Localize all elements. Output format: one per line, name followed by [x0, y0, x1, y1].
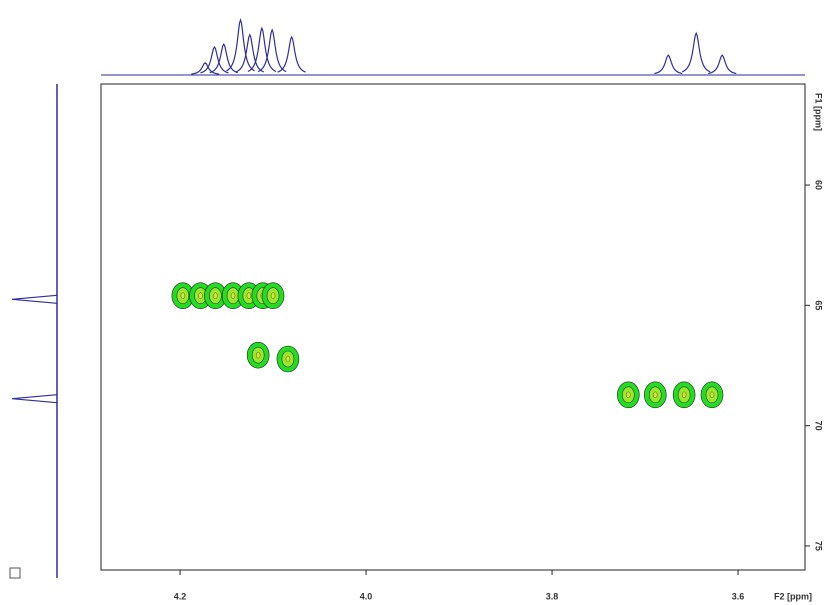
- plot-frame: [100, 83, 806, 571]
- x-tick-label: 4.0: [360, 591, 373, 601]
- projection-peak: [11, 294, 58, 304]
- cross-peak: [672, 381, 696, 409]
- y-tick-label: 70: [814, 421, 824, 431]
- projection-peak: [209, 42, 238, 74]
- x-axis-label: F2 [ppm]: [774, 591, 812, 601]
- projection-peak: [226, 17, 255, 72]
- cross-peak: [617, 381, 640, 409]
- cross-peak: [204, 282, 227, 310]
- projection-peak: [11, 394, 58, 404]
- projection-peak: [654, 54, 683, 75]
- y-axis-label: F1 [ppm]: [814, 93, 824, 131]
- projection-peak: [191, 62, 220, 75]
- cross-peak: [700, 381, 724, 409]
- projection-peak: [235, 33, 265, 73]
- cross-peak: [221, 282, 245, 310]
- contour: [709, 391, 715, 399]
- cross-peak: [171, 282, 195, 310]
- projection-peak: [200, 45, 229, 74]
- projection-peak: [257, 28, 287, 73]
- contour: [180, 292, 186, 299]
- projection-peak: [277, 35, 306, 73]
- cross-peak: [276, 345, 300, 373]
- contour: [270, 292, 276, 299]
- projection-peak: [708, 54, 737, 75]
- contour: [230, 292, 236, 299]
- contour: [653, 391, 658, 399]
- contour: [213, 292, 218, 299]
- y-tick-label: 65: [814, 300, 824, 310]
- contour: [285, 355, 291, 363]
- contour: [198, 292, 203, 299]
- cross-peak: [643, 381, 667, 409]
- checkbox[interactable]: [9, 567, 21, 579]
- projection-peak: [247, 26, 277, 73]
- contour: [681, 391, 687, 399]
- x-tick-label: 3.6: [732, 591, 745, 601]
- x-tick-label: 3.8: [546, 591, 559, 601]
- contour: [626, 391, 631, 399]
- y-tick-label: 75: [814, 541, 824, 551]
- cross-peak: [246, 341, 270, 369]
- contour: [255, 351, 261, 359]
- cross-peak: [261, 282, 285, 310]
- contour: [246, 292, 252, 299]
- projection-peak: [681, 31, 711, 73]
- y-tick-label: 60: [814, 180, 824, 190]
- x-tick-label: 4.2: [174, 591, 187, 601]
